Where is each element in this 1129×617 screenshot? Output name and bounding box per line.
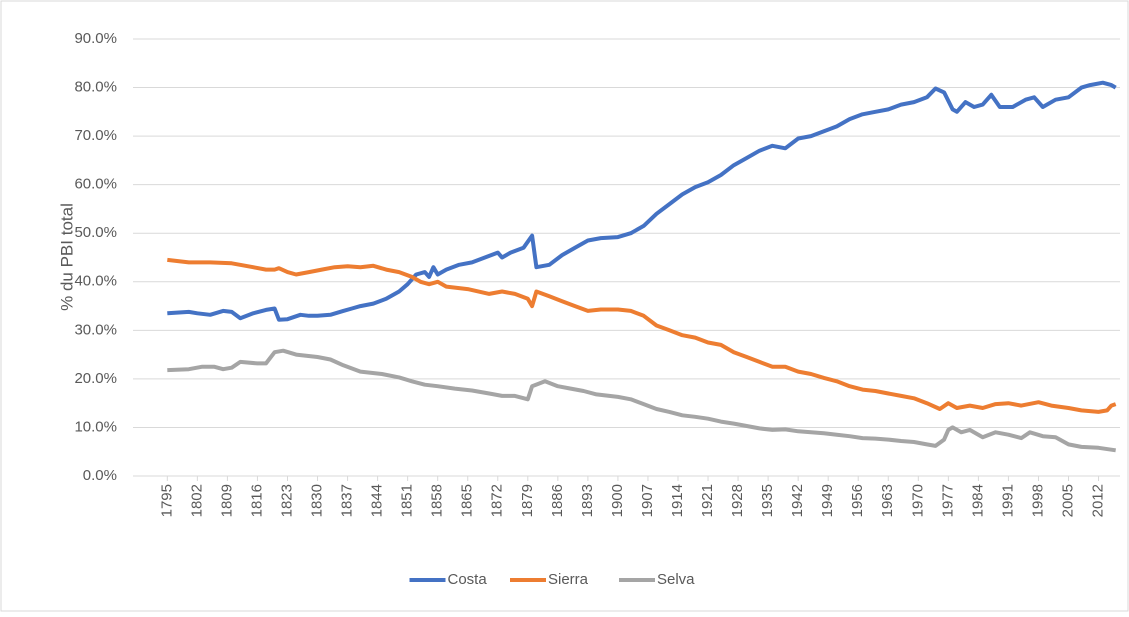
legend-label: Selva: [657, 571, 695, 588]
x-tick-label: 2005: [1059, 484, 1076, 517]
x-tick-label: 1858: [429, 484, 446, 517]
x-tick-label: 1872: [489, 484, 506, 517]
y-tick-label: 10.0%: [74, 418, 117, 435]
y-tick-label: 90.0%: [74, 30, 117, 47]
x-tick-label: 1984: [969, 484, 986, 517]
x-tick-label: 1970: [909, 484, 926, 517]
x-tick-label: 1907: [639, 484, 656, 517]
x-tick-label: 1851: [399, 484, 416, 517]
x-tick-label: 1914: [669, 484, 686, 517]
x-tick-label: 1795: [158, 484, 175, 517]
y-tick-label: 80.0%: [74, 79, 117, 96]
x-tick-label: 1802: [188, 484, 205, 517]
x-tick-label: 1816: [248, 484, 265, 517]
x-tick-label: 1977: [939, 484, 956, 517]
x-tick-label: 1991: [999, 484, 1016, 517]
line-series: [167, 257, 1117, 414]
x-tick-label: 2012: [1090, 484, 1107, 517]
x-tick-label: 1956: [849, 484, 866, 517]
x-tick-label: 1844: [369, 484, 386, 517]
x-tick-label: 1837: [339, 484, 356, 517]
legend-label: Sierra: [548, 571, 589, 588]
x-tick-label: 1935: [759, 484, 776, 517]
x-tick-label: 1921: [699, 484, 716, 517]
x-tick-label: 1928: [729, 484, 746, 517]
x-tick-label: 1998: [1029, 484, 1046, 517]
x-tick-label: 1879: [519, 484, 536, 517]
y-tick-label: 70.0%: [74, 127, 117, 144]
line-series: [167, 348, 1116, 453]
x-tick-label: 1949: [819, 484, 836, 517]
legend-label: Costa: [448, 571, 488, 588]
x-tick-label: 1942: [789, 484, 806, 517]
y-tick-label: 50.0%: [74, 224, 117, 241]
y-tick-label: 0.0%: [83, 467, 117, 484]
x-tick-label: 1809: [218, 484, 235, 517]
x-tick-label: 1893: [579, 484, 596, 517]
x-tick-label: 1963: [879, 484, 896, 517]
x-tick-label: 1830: [308, 484, 325, 517]
y-tick-label: 40.0%: [74, 273, 117, 290]
y-tick-label: 60.0%: [74, 176, 117, 193]
y-axis-label: % du PBI total: [57, 203, 76, 311]
x-tick-label: 1900: [609, 484, 626, 517]
x-tick-label: 1865: [459, 484, 476, 517]
y-tick-label: 20.0%: [74, 370, 117, 387]
line-series: [167, 80, 1117, 322]
x-tick-label: 1886: [549, 484, 566, 517]
x-tick-label: 1823: [278, 484, 295, 517]
y-tick-label: 30.0%: [74, 321, 117, 338]
